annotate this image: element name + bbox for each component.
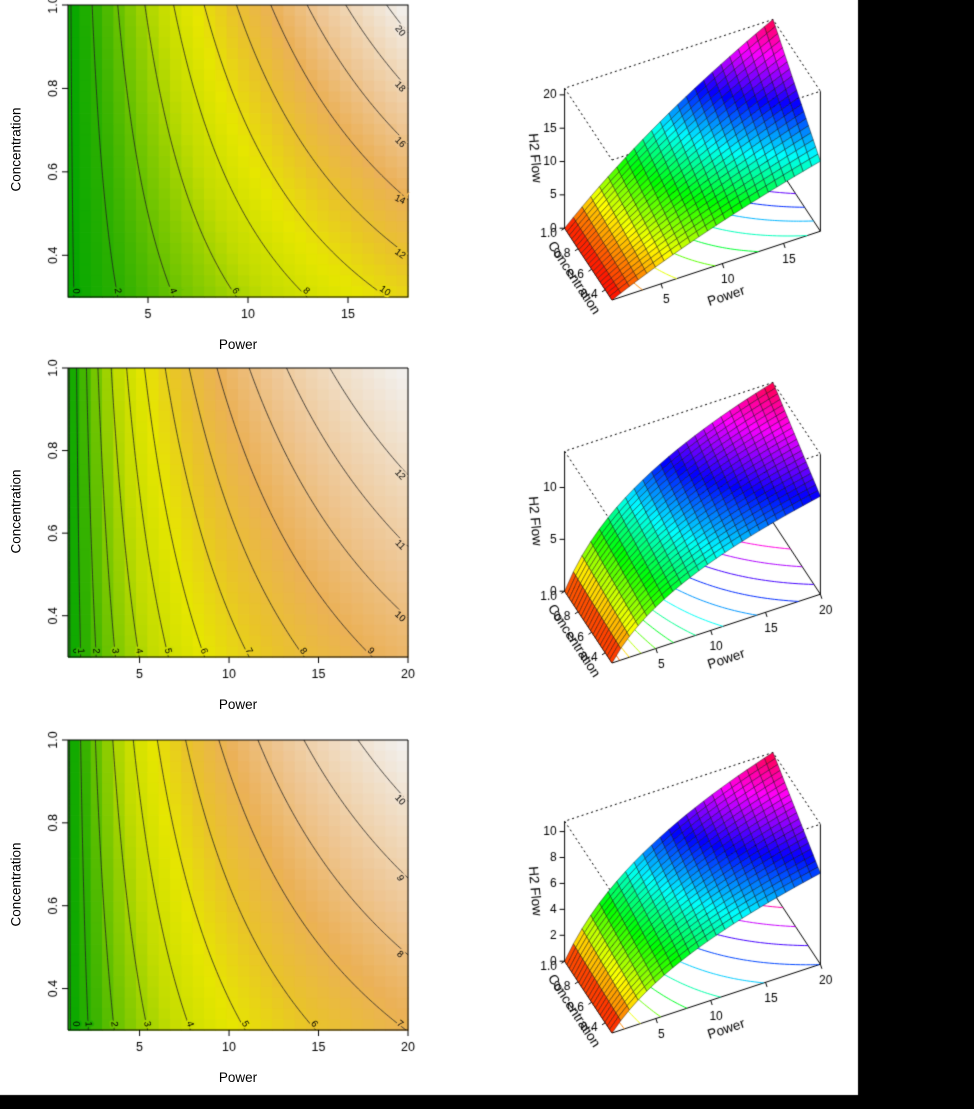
figure: Power Concentration Power Concentration … bbox=[0, 0, 974, 1109]
plots-canvas bbox=[0, 0, 974, 1109]
